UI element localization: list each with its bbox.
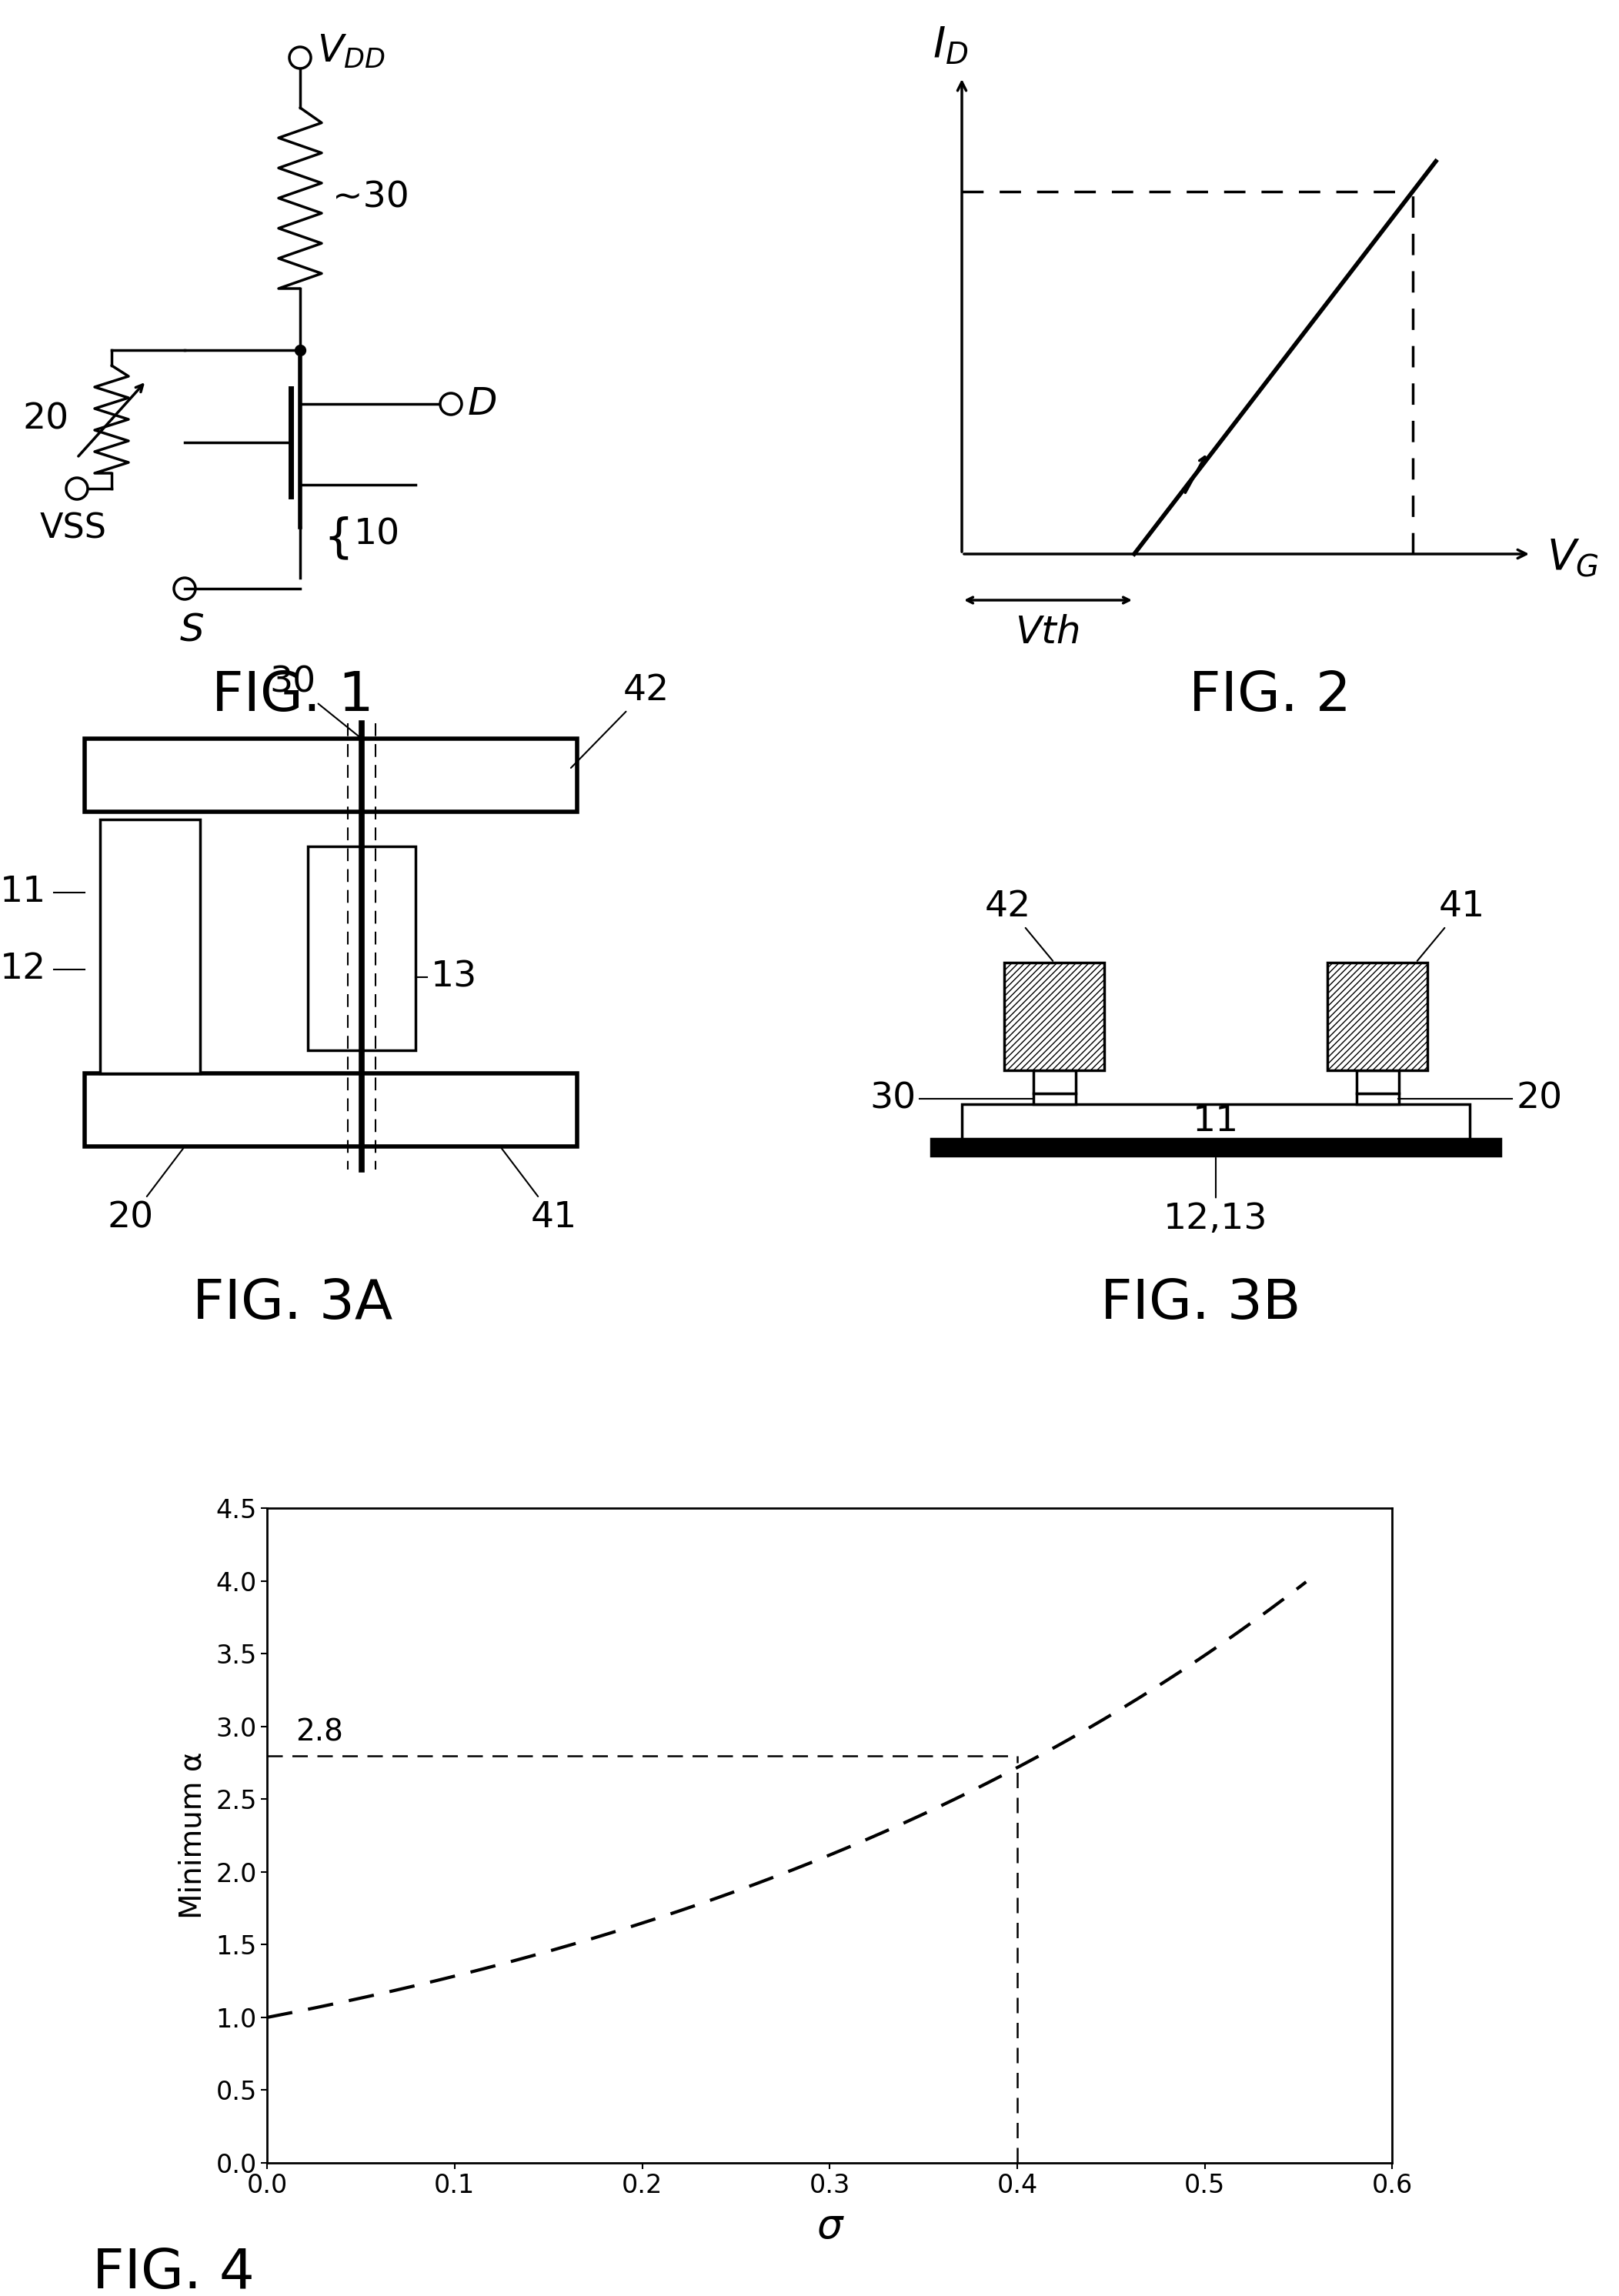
Y-axis label: Minimum α: Minimum α <box>178 1752 207 1919</box>
Text: 42: 42 <box>984 889 1052 962</box>
Text: {: { <box>324 517 353 560</box>
Bar <box>84 1072 576 1146</box>
Bar <box>1357 1070 1399 1093</box>
Text: 41: 41 <box>502 1148 578 1235</box>
Text: 11: 11 <box>0 875 47 909</box>
Text: VSS: VSS <box>39 512 107 544</box>
Bar <box>1004 962 1104 1070</box>
Text: S: S <box>180 611 204 650</box>
X-axis label: σ: σ <box>818 2206 842 2248</box>
Text: FIG. 2: FIG. 2 <box>1188 670 1350 723</box>
Bar <box>1033 1093 1075 1104</box>
Bar <box>100 820 201 1072</box>
Text: FIG. 3A: FIG. 3A <box>193 1277 392 1329</box>
Text: Vth: Vth <box>1015 613 1081 652</box>
Text: ~30: ~30 <box>332 181 410 216</box>
Text: 41: 41 <box>1417 889 1485 962</box>
Bar <box>1033 1070 1075 1093</box>
Bar <box>308 847 416 1049</box>
Text: 11: 11 <box>1193 1104 1239 1139</box>
Text: FIG. 4: FIG. 4 <box>92 2248 254 2296</box>
Text: $V_{DD}$: $V_{DD}$ <box>317 32 385 71</box>
Text: 20: 20 <box>23 402 70 436</box>
Bar <box>1357 1093 1399 1104</box>
Text: 2.8: 2.8 <box>295 1717 343 1747</box>
Text: 12: 12 <box>0 953 47 987</box>
Text: 10: 10 <box>355 517 400 551</box>
Text: D: D <box>468 386 497 422</box>
Text: 20: 20 <box>1515 1081 1562 1116</box>
Text: $V_G$: $V_G$ <box>1546 537 1600 579</box>
Text: FIG. 1: FIG. 1 <box>212 670 374 723</box>
Bar <box>931 1139 1501 1155</box>
Text: 42: 42 <box>572 673 670 767</box>
Text: 30: 30 <box>869 1081 916 1116</box>
Text: 13: 13 <box>431 960 478 994</box>
Text: 20: 20 <box>108 1148 183 1235</box>
Bar <box>84 739 576 813</box>
Text: 30: 30 <box>269 666 359 737</box>
Text: $I_D$: $I_D$ <box>933 25 968 64</box>
Bar <box>962 1104 1470 1139</box>
Bar <box>1328 962 1428 1070</box>
Text: 12,13: 12,13 <box>1164 1157 1268 1238</box>
Text: FIG. 3B: FIG. 3B <box>1101 1277 1300 1329</box>
